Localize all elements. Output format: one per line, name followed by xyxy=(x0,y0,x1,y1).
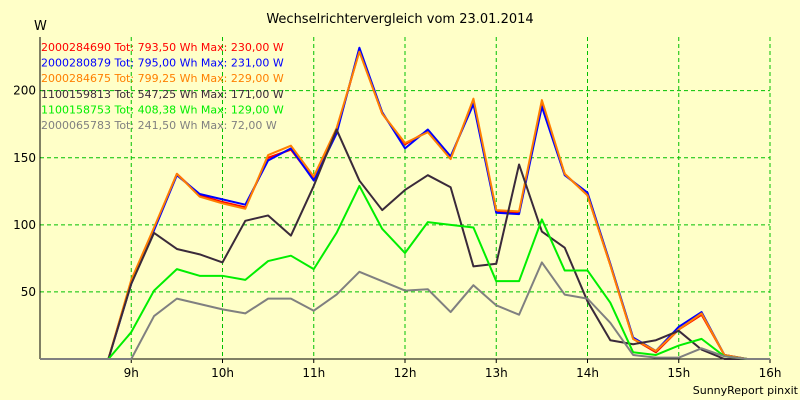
y-axis-label: W xyxy=(34,19,47,34)
footer-credit: SunnyReport pinxit xyxy=(693,384,799,397)
x-tick-label: 12h xyxy=(394,366,417,380)
grid xyxy=(40,37,771,359)
series-line-1100158753 xyxy=(40,184,770,360)
y-tick-label: 100 xyxy=(13,218,36,232)
series-line-2000284675 xyxy=(40,50,770,360)
y-tick-label: 150 xyxy=(13,151,36,165)
series-lines xyxy=(40,46,770,360)
legend-entry-2000065783: 2000065783 Tot: 241,50 Wh Max: 72,00 W xyxy=(41,119,277,132)
legend-entry-1100159813: 1100159813 Tot: 547,25 Wh Max: 171,00 W xyxy=(41,88,284,101)
x-tick-label: 16h xyxy=(759,366,782,380)
legend-entry-2000284690: 2000284690 Tot: 793,50 Wh Max: 230,00 W xyxy=(41,41,284,54)
legend-entry-1100158753: 1100158753 Tot: 408,38 Wh Max: 129,00 W xyxy=(41,103,284,116)
legend-entry-2000284675: 2000284675 Tot: 799,25 Wh Max: 229,00 W xyxy=(41,72,284,85)
y-tick-label: 200 xyxy=(13,84,36,98)
x-tick-label: 10h xyxy=(211,366,234,380)
series-line-1100159813 xyxy=(40,128,770,360)
x-tick-label: 15h xyxy=(667,366,690,380)
legend-entry-2000280879: 2000280879 Tot: 795,00 Wh Max: 231,00 W xyxy=(41,57,284,70)
x-tick-label: 11h xyxy=(302,366,325,380)
series-line-2000065783 xyxy=(40,261,770,360)
x-tick-label: 14h xyxy=(576,366,599,380)
x-tick-label: 9h xyxy=(124,366,139,380)
axes: 50 100 150 200 9h 10h 11h 12h 13h 14h 15h 16h xyxy=(13,37,781,380)
chart-title: Wechselrichtervergleich vom 23.01.2014 xyxy=(266,12,533,27)
legend: 2000284690 Tot: 793,50 Wh Max: 230,00 W 2… xyxy=(41,41,284,132)
y-tick-label: 50 xyxy=(21,285,36,299)
x-tick-label: 13h xyxy=(485,366,508,380)
